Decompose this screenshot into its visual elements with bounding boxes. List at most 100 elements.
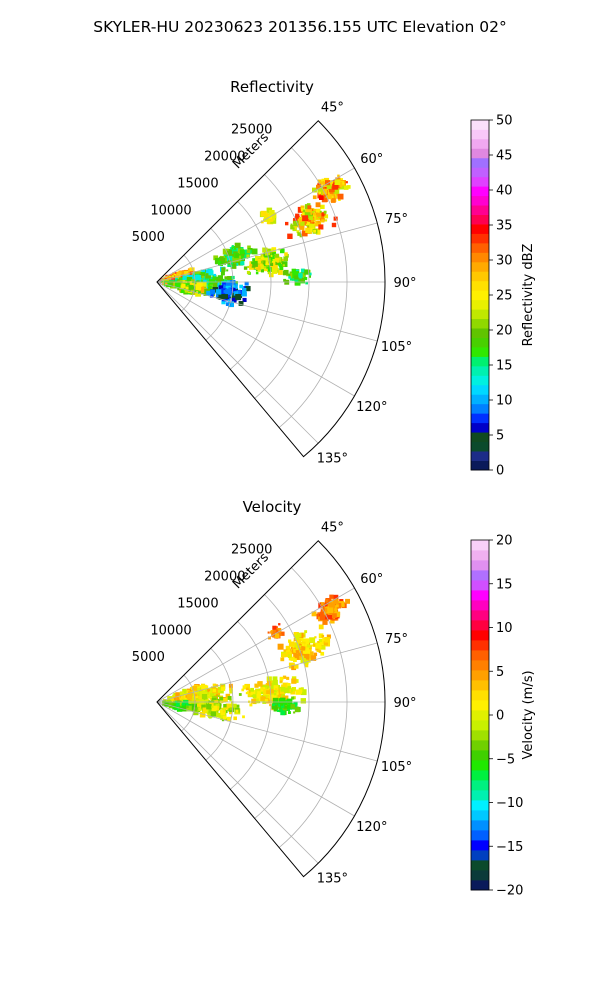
- echo-pixel: [189, 281, 193, 284]
- echo-pixel: [199, 273, 204, 279]
- echo-pixel: [306, 221, 310, 226]
- echo-pixel: [188, 699, 192, 703]
- echo-pixel: [230, 287, 234, 291]
- echo-pixel: [201, 684, 207, 691]
- echo-pixel: [275, 253, 280, 258]
- colorbar-swatch: [471, 630, 489, 641]
- echo-pixel: [297, 652, 302, 656]
- echo-pixel: [249, 703, 253, 707]
- echo-pixel: [250, 687, 254, 692]
- echo-pixel: [264, 699, 268, 703]
- range-ring: [254, 174, 310, 399]
- echo-pixel: [272, 629, 276, 634]
- echo-pixel: [311, 611, 317, 617]
- echo-pixel: [274, 633, 280, 638]
- echo-pixel: [318, 624, 324, 630]
- echo-pixel: [286, 698, 293, 705]
- azimuth-spoke: [156, 701, 355, 817]
- colorbar-swatch: [471, 840, 489, 851]
- echo-pixel: [255, 271, 259, 275]
- colorbar-swatch: [471, 680, 489, 691]
- echo-pixel: [251, 261, 255, 265]
- echo-pixel: [302, 634, 305, 637]
- echo-pixel: [284, 687, 290, 694]
- range-tick-label: 10000: [150, 623, 191, 638]
- colorbar-swatch: [471, 880, 489, 891]
- colorbar-tick-label: 10: [496, 394, 513, 409]
- echo-pixel: [195, 284, 202, 291]
- echo-pixel: [198, 286, 205, 292]
- range-ring: [278, 147, 348, 428]
- echo-pixel: [282, 675, 287, 679]
- range-ring: [205, 647, 234, 761]
- echo-pixel: [299, 644, 304, 648]
- echo-pixel: [299, 645, 302, 648]
- echo-pixel: [298, 273, 303, 278]
- echo-pixel: [337, 193, 344, 200]
- echo-pixel: [229, 689, 233, 694]
- echo-pixel: [277, 643, 284, 650]
- echo-pixel: [310, 655, 317, 661]
- echo-pixel: [235, 709, 239, 713]
- colorbar-swatch: [471, 195, 489, 206]
- echo-pixel: [320, 602, 324, 606]
- echo-pixel: [304, 643, 307, 647]
- echo-pixel: [287, 233, 293, 239]
- echo-pixel: [330, 198, 336, 203]
- colorbar-swatch: [471, 770, 489, 781]
- echo-pixel: [293, 220, 299, 227]
- echo-pixel: [293, 711, 296, 714]
- colorbar-swatch: [471, 620, 489, 631]
- echo-pixel: [287, 654, 292, 658]
- echo-pixel: [318, 650, 322, 653]
- echo-pixel: [271, 706, 275, 709]
- colorbar-swatch: [471, 550, 489, 561]
- echo-pixel: [306, 208, 312, 215]
- echo-pixel: [289, 652, 292, 655]
- echo-pixel: [283, 704, 288, 709]
- echo-pixel: [283, 649, 288, 654]
- echo-pixel: [328, 186, 335, 193]
- echo-pixel: [280, 704, 285, 708]
- echo-pixel: [255, 268, 259, 272]
- angle-tick-label: 75°: [385, 212, 408, 227]
- echo-pixel: [227, 696, 232, 700]
- colorbar-swatch: [471, 261, 489, 272]
- colorbar-swatch: [471, 720, 489, 731]
- echo-pixel: [315, 202, 321, 208]
- range-ring: [230, 201, 272, 370]
- colorbar-tick-label: 40: [496, 184, 513, 199]
- colorbar-tick-label: 5: [496, 665, 504, 680]
- echo-pixel: [281, 684, 284, 687]
- echo-pixel: [198, 708, 202, 712]
- echo-pixel: [318, 191, 321, 195]
- echo-pixel: [252, 694, 257, 698]
- polar-frame: [156, 120, 386, 458]
- colorbar-swatch: [471, 375, 489, 386]
- echo-pixel: [221, 259, 226, 265]
- colorbar-swatch: [471, 710, 489, 721]
- echo-pixel: [279, 686, 282, 690]
- echo-pixel: [249, 250, 252, 253]
- echo-pixel: [199, 711, 206, 718]
- range-tick-label: 15000: [177, 596, 218, 611]
- echo-pixel: [259, 263, 263, 267]
- colorbar-swatch: [471, 820, 489, 831]
- colorbar-swatch: [471, 660, 489, 671]
- colorbar-tick-label: 35: [496, 219, 513, 234]
- echo-pixel: [216, 689, 221, 693]
- echo-pixel: [261, 260, 264, 264]
- echo-pixel: [304, 269, 310, 275]
- echo-pixel: [189, 271, 194, 276]
- echo-pixel: [303, 638, 310, 645]
- echo-pixel: [173, 697, 177, 701]
- echo-pixel: [320, 212, 325, 217]
- echo-pixel: [257, 691, 261, 695]
- echo-pixel: [279, 676, 284, 681]
- echo-pixel: [279, 266, 284, 270]
- echo-pixel: [205, 689, 208, 692]
- colorbar-swatch: [471, 347, 489, 357]
- colorbar-swatch: [471, 394, 489, 405]
- echo-pixel: [181, 703, 187, 709]
- colorbar-tick-label: −15: [496, 840, 523, 855]
